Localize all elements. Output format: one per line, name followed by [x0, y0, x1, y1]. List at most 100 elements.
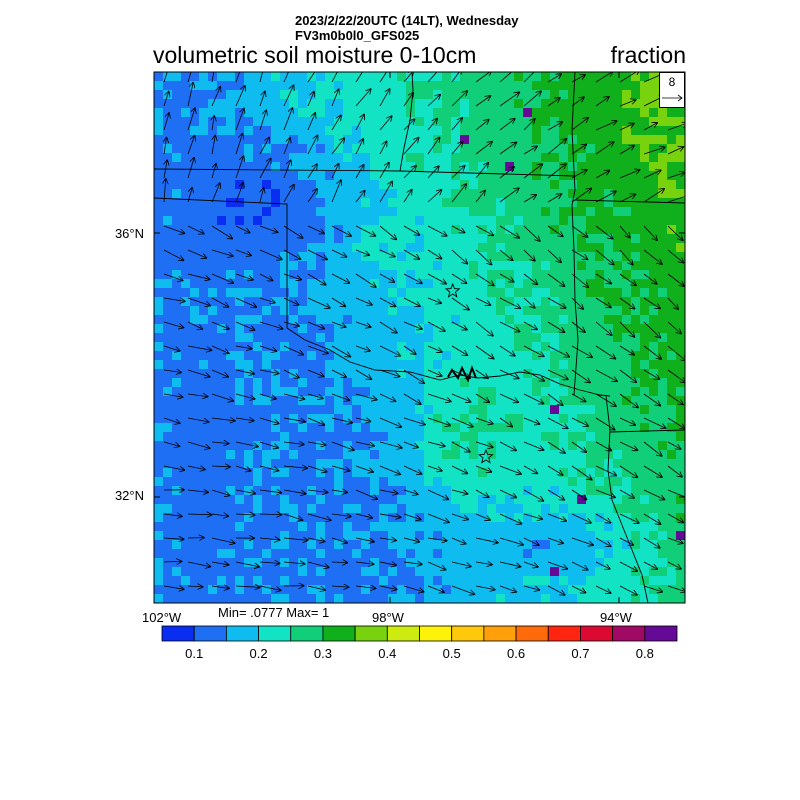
field-cell	[352, 252, 362, 262]
field-cell	[379, 414, 389, 424]
field-cell	[433, 594, 443, 603]
field-cell	[424, 153, 434, 163]
field-cell	[379, 252, 389, 262]
field-cell	[559, 207, 569, 217]
field-cell	[190, 207, 200, 217]
wind-vector	[523, 297, 535, 308]
field-cell	[343, 333, 353, 343]
field-cell	[289, 441, 299, 451]
field-cell	[586, 162, 596, 172]
wind-vector	[619, 225, 630, 238]
wind-vector	[379, 249, 395, 257]
field-cell	[154, 234, 164, 244]
field-cell	[433, 360, 443, 370]
field-cell	[163, 513, 173, 523]
field-cell	[406, 180, 416, 190]
field-cell	[622, 486, 632, 496]
field-cell	[541, 261, 551, 271]
field-cell	[532, 153, 542, 163]
field-cell	[550, 198, 560, 208]
field-cell	[199, 126, 209, 136]
field-cell	[586, 117, 596, 127]
field-cell	[343, 423, 353, 433]
field-cell	[622, 342, 632, 352]
field-cell	[514, 432, 524, 442]
field-cell	[181, 144, 191, 154]
field-cell	[505, 450, 515, 460]
field-cell	[550, 270, 560, 280]
field-cell	[424, 477, 434, 487]
field-cell	[361, 531, 371, 541]
field-cell	[361, 567, 371, 577]
field-cell	[163, 189, 173, 199]
field-cell	[469, 153, 479, 163]
field-cell	[676, 306, 685, 316]
field-cell	[244, 585, 254, 595]
field-cell	[550, 423, 560, 433]
field-cell	[613, 315, 623, 325]
wind-vector	[379, 490, 398, 493]
wind-vector	[523, 537, 539, 545]
field-cell	[154, 99, 164, 109]
field-cell	[460, 594, 470, 603]
field-cell	[343, 450, 353, 460]
wind-vector	[643, 225, 657, 240]
field-cell	[550, 333, 560, 343]
field-cell	[406, 441, 416, 451]
field-cell	[478, 396, 488, 406]
field-cell	[550, 594, 560, 603]
wind-vector	[379, 273, 394, 282]
field-cell	[604, 369, 614, 379]
field-cell	[208, 180, 218, 190]
field-cell	[253, 432, 263, 442]
field-cell	[325, 288, 335, 298]
wind-vector	[331, 465, 350, 471]
field-cell	[316, 594, 326, 603]
field-cell	[154, 360, 164, 370]
wind-vector	[283, 225, 303, 238]
field-cell	[352, 567, 362, 577]
field-cell	[478, 216, 488, 226]
field-cell	[676, 126, 685, 136]
field-cell	[172, 108, 182, 118]
field-cell	[460, 117, 470, 127]
field-cell	[577, 414, 587, 424]
field-cell	[316, 288, 326, 298]
field-cell	[667, 513, 677, 523]
wind-vector	[595, 417, 615, 430]
field-cell	[487, 360, 497, 370]
field-cell	[361, 414, 371, 424]
field-cell	[658, 531, 668, 541]
field-cell	[163, 594, 173, 603]
field-cell	[397, 288, 407, 298]
wind-vector	[475, 72, 491, 83]
field-cell	[514, 531, 524, 541]
wind-vector	[187, 83, 193, 107]
field-cell	[235, 441, 245, 451]
wind-vector	[619, 297, 634, 309]
field-cell	[676, 270, 685, 280]
field-cell	[316, 378, 326, 388]
field-cell	[505, 234, 515, 244]
wind-vector	[331, 345, 350, 357]
field-cell	[568, 585, 578, 595]
field-cell	[550, 486, 560, 496]
field-cell	[235, 189, 245, 199]
field-cell	[658, 333, 668, 343]
field-cell	[379, 423, 389, 433]
field-cell	[451, 180, 461, 190]
field-cell	[406, 288, 416, 298]
field-cell	[199, 486, 209, 496]
field-cell	[514, 225, 524, 235]
field-cell	[541, 225, 551, 235]
wind-vector	[331, 514, 351, 516]
field-cell	[163, 423, 173, 433]
wind-vector	[451, 273, 466, 283]
reference-arrow-icon	[662, 94, 683, 102]
field-cell	[541, 126, 551, 136]
field-cell	[451, 90, 461, 100]
field-cell	[244, 99, 254, 109]
field-cell	[550, 72, 560, 82]
field-cell	[154, 495, 164, 505]
field-cell	[172, 459, 182, 469]
